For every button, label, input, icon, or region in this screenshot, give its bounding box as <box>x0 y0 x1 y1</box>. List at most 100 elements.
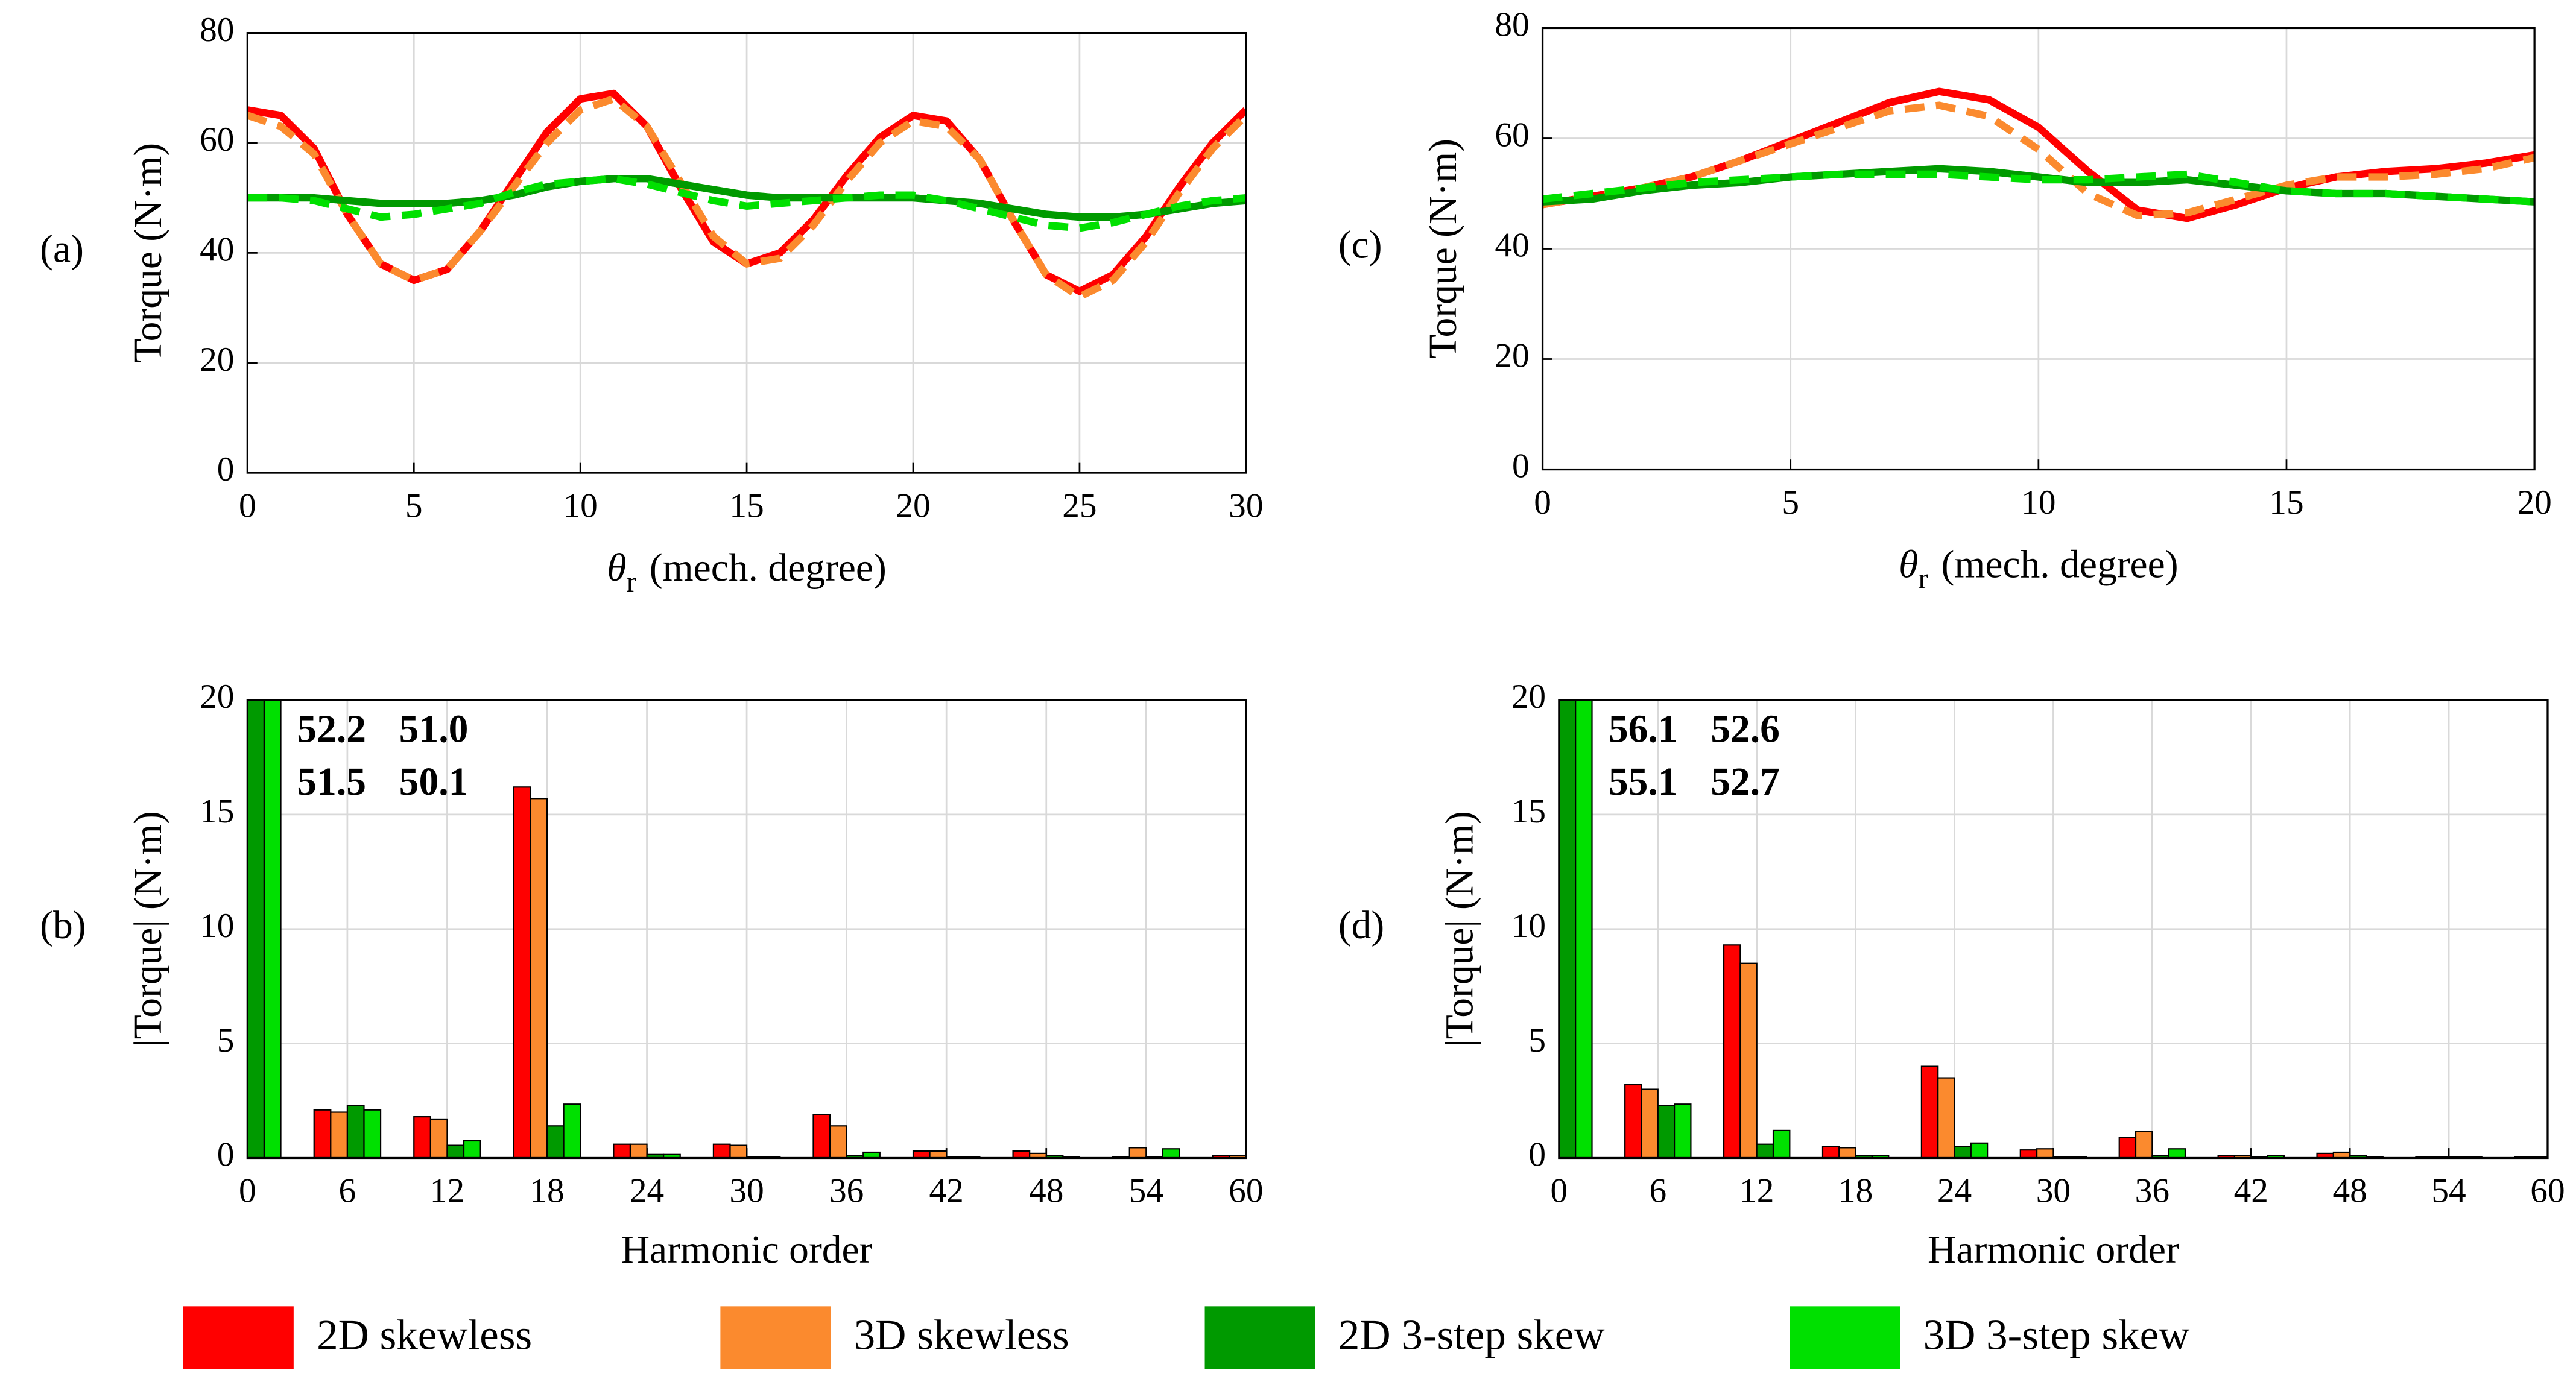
x-tick-label: 36 <box>829 1172 864 1210</box>
x-tick-label: 60 <box>1229 1172 1263 1210</box>
bar <box>1262 1157 1279 1158</box>
x-axis-unit: (mech. degree) <box>650 546 887 590</box>
x-tick-label: 5 <box>1782 484 1799 522</box>
x-axis-subscript: r <box>1918 562 1928 595</box>
x-tick-label: 0 <box>1551 1172 1568 1210</box>
plot-frame <box>1558 699 2549 1160</box>
value-label: 51.5 <box>297 760 366 804</box>
x-axis-label: θr (mech. degree) <box>607 546 886 598</box>
plot-frame <box>1541 27 2536 471</box>
bar <box>530 798 548 1158</box>
legend-label: 2D skewless <box>317 1311 532 1358</box>
bar <box>2546 1156 2548 1158</box>
bar <box>1739 962 1758 1158</box>
y-tick-label: 40 <box>200 230 234 268</box>
bar <box>247 700 248 1158</box>
y-tick-label: 5 <box>1528 1021 1546 1059</box>
y-tick-label: 20 <box>1511 678 1546 716</box>
line-series <box>1542 101 2535 219</box>
y-tick-label: 0 <box>217 450 235 488</box>
line-series <box>247 175 1246 232</box>
bar <box>1772 1129 1791 1158</box>
y-tick-label: 60 <box>1495 116 1529 154</box>
bar <box>1012 1150 1031 1158</box>
value-label: 55.1 <box>1609 760 1678 804</box>
y-tick-label: 20 <box>200 341 234 379</box>
bar <box>463 1140 481 1158</box>
panel-label: (b) <box>40 904 86 947</box>
plot-frame <box>246 699 1247 1160</box>
bar <box>613 1143 631 1158</box>
bar <box>912 1150 931 1158</box>
legend-label: 3D 3-step skew <box>1923 1311 2190 1358</box>
bar <box>1937 1077 1955 1158</box>
x-axis-label: Harmonic order <box>621 1228 873 1272</box>
x-axis-unit: (mech. degree) <box>1941 543 2179 587</box>
y-tick-label: 80 <box>1495 6 1529 44</box>
x-tick-label: 18 <box>530 1172 564 1210</box>
x-tick-label: 42 <box>929 1172 964 1210</box>
panel-label: (c) <box>1338 224 1382 267</box>
bar <box>1756 1143 1774 1158</box>
bar <box>729 1144 748 1158</box>
panel-label: (a) <box>40 227 84 271</box>
bar <box>1559 700 1577 1158</box>
bar <box>1970 1142 1989 1158</box>
bar <box>263 700 282 1158</box>
plot-frame <box>246 31 1247 474</box>
bar <box>214 0 231 1158</box>
line-series <box>1542 170 2535 206</box>
x-axis-subscript: r <box>627 565 636 598</box>
x-tick-label: 25 <box>1062 487 1097 525</box>
x-tick-label: 48 <box>1029 1172 1063 1210</box>
bar <box>413 1116 431 1158</box>
bar <box>563 1103 581 1158</box>
x-tick-label: 48 <box>2332 1172 2367 1210</box>
x-tick-label: 20 <box>2517 484 2551 522</box>
bar <box>1624 1084 1642 1158</box>
bar <box>363 1109 382 1158</box>
bar <box>629 1143 648 1158</box>
x-tick-label: 12 <box>1739 1172 1774 1210</box>
x-tick-label: 0 <box>1534 484 1551 522</box>
x-tick-label: 24 <box>630 1172 664 1210</box>
bar <box>2019 1149 2038 1158</box>
bar <box>313 1109 332 1158</box>
bar <box>2118 1137 2137 1158</box>
value-label: 52.2 <box>297 708 366 751</box>
legend-swatch <box>720 1306 831 1369</box>
bar <box>1674 1103 1692 1158</box>
legend-swatch <box>1204 1306 1315 1369</box>
bar <box>829 1125 847 1158</box>
y-axis-label: |Torque| (N·m) <box>127 811 170 1047</box>
y-tick-label: 60 <box>200 121 234 159</box>
x-tick-label: 60 <box>2530 1172 2565 1210</box>
x-tick-label: 12 <box>430 1172 464 1210</box>
bar <box>1657 1105 1676 1158</box>
y-tick-label: 0 <box>217 1136 235 1174</box>
bar <box>1575 700 1593 1158</box>
value-label: 52.6 <box>1710 708 1780 751</box>
x-tick-label: 24 <box>1937 1172 1972 1210</box>
bar <box>1641 1088 1659 1158</box>
x-tick-label: 20 <box>896 487 930 525</box>
bar <box>446 1144 465 1158</box>
bar <box>2036 1148 2054 1158</box>
x-tick-label: 5 <box>405 487 423 525</box>
x-tick-label: 54 <box>2431 1172 2466 1210</box>
bar <box>513 786 531 1158</box>
bar <box>1162 1148 1180 1158</box>
x-tick-label: 30 <box>2036 1172 2071 1210</box>
bar <box>1526 0 1542 1158</box>
x-tick-label: 42 <box>2234 1172 2268 1210</box>
legend-label: 2D 3-step skew <box>1338 1311 1605 1358</box>
bar <box>429 1118 448 1158</box>
bar <box>712 1143 731 1158</box>
y-tick-label: 20 <box>1495 337 1529 375</box>
bar <box>1954 1146 1972 1158</box>
x-axis-symbol: θ <box>1899 543 1918 587</box>
bar <box>2168 1148 2186 1158</box>
y-tick-label: 40 <box>1495 227 1529 265</box>
x-tick-label: 6 <box>339 1172 356 1210</box>
x-tick-label: 0 <box>239 1172 256 1210</box>
